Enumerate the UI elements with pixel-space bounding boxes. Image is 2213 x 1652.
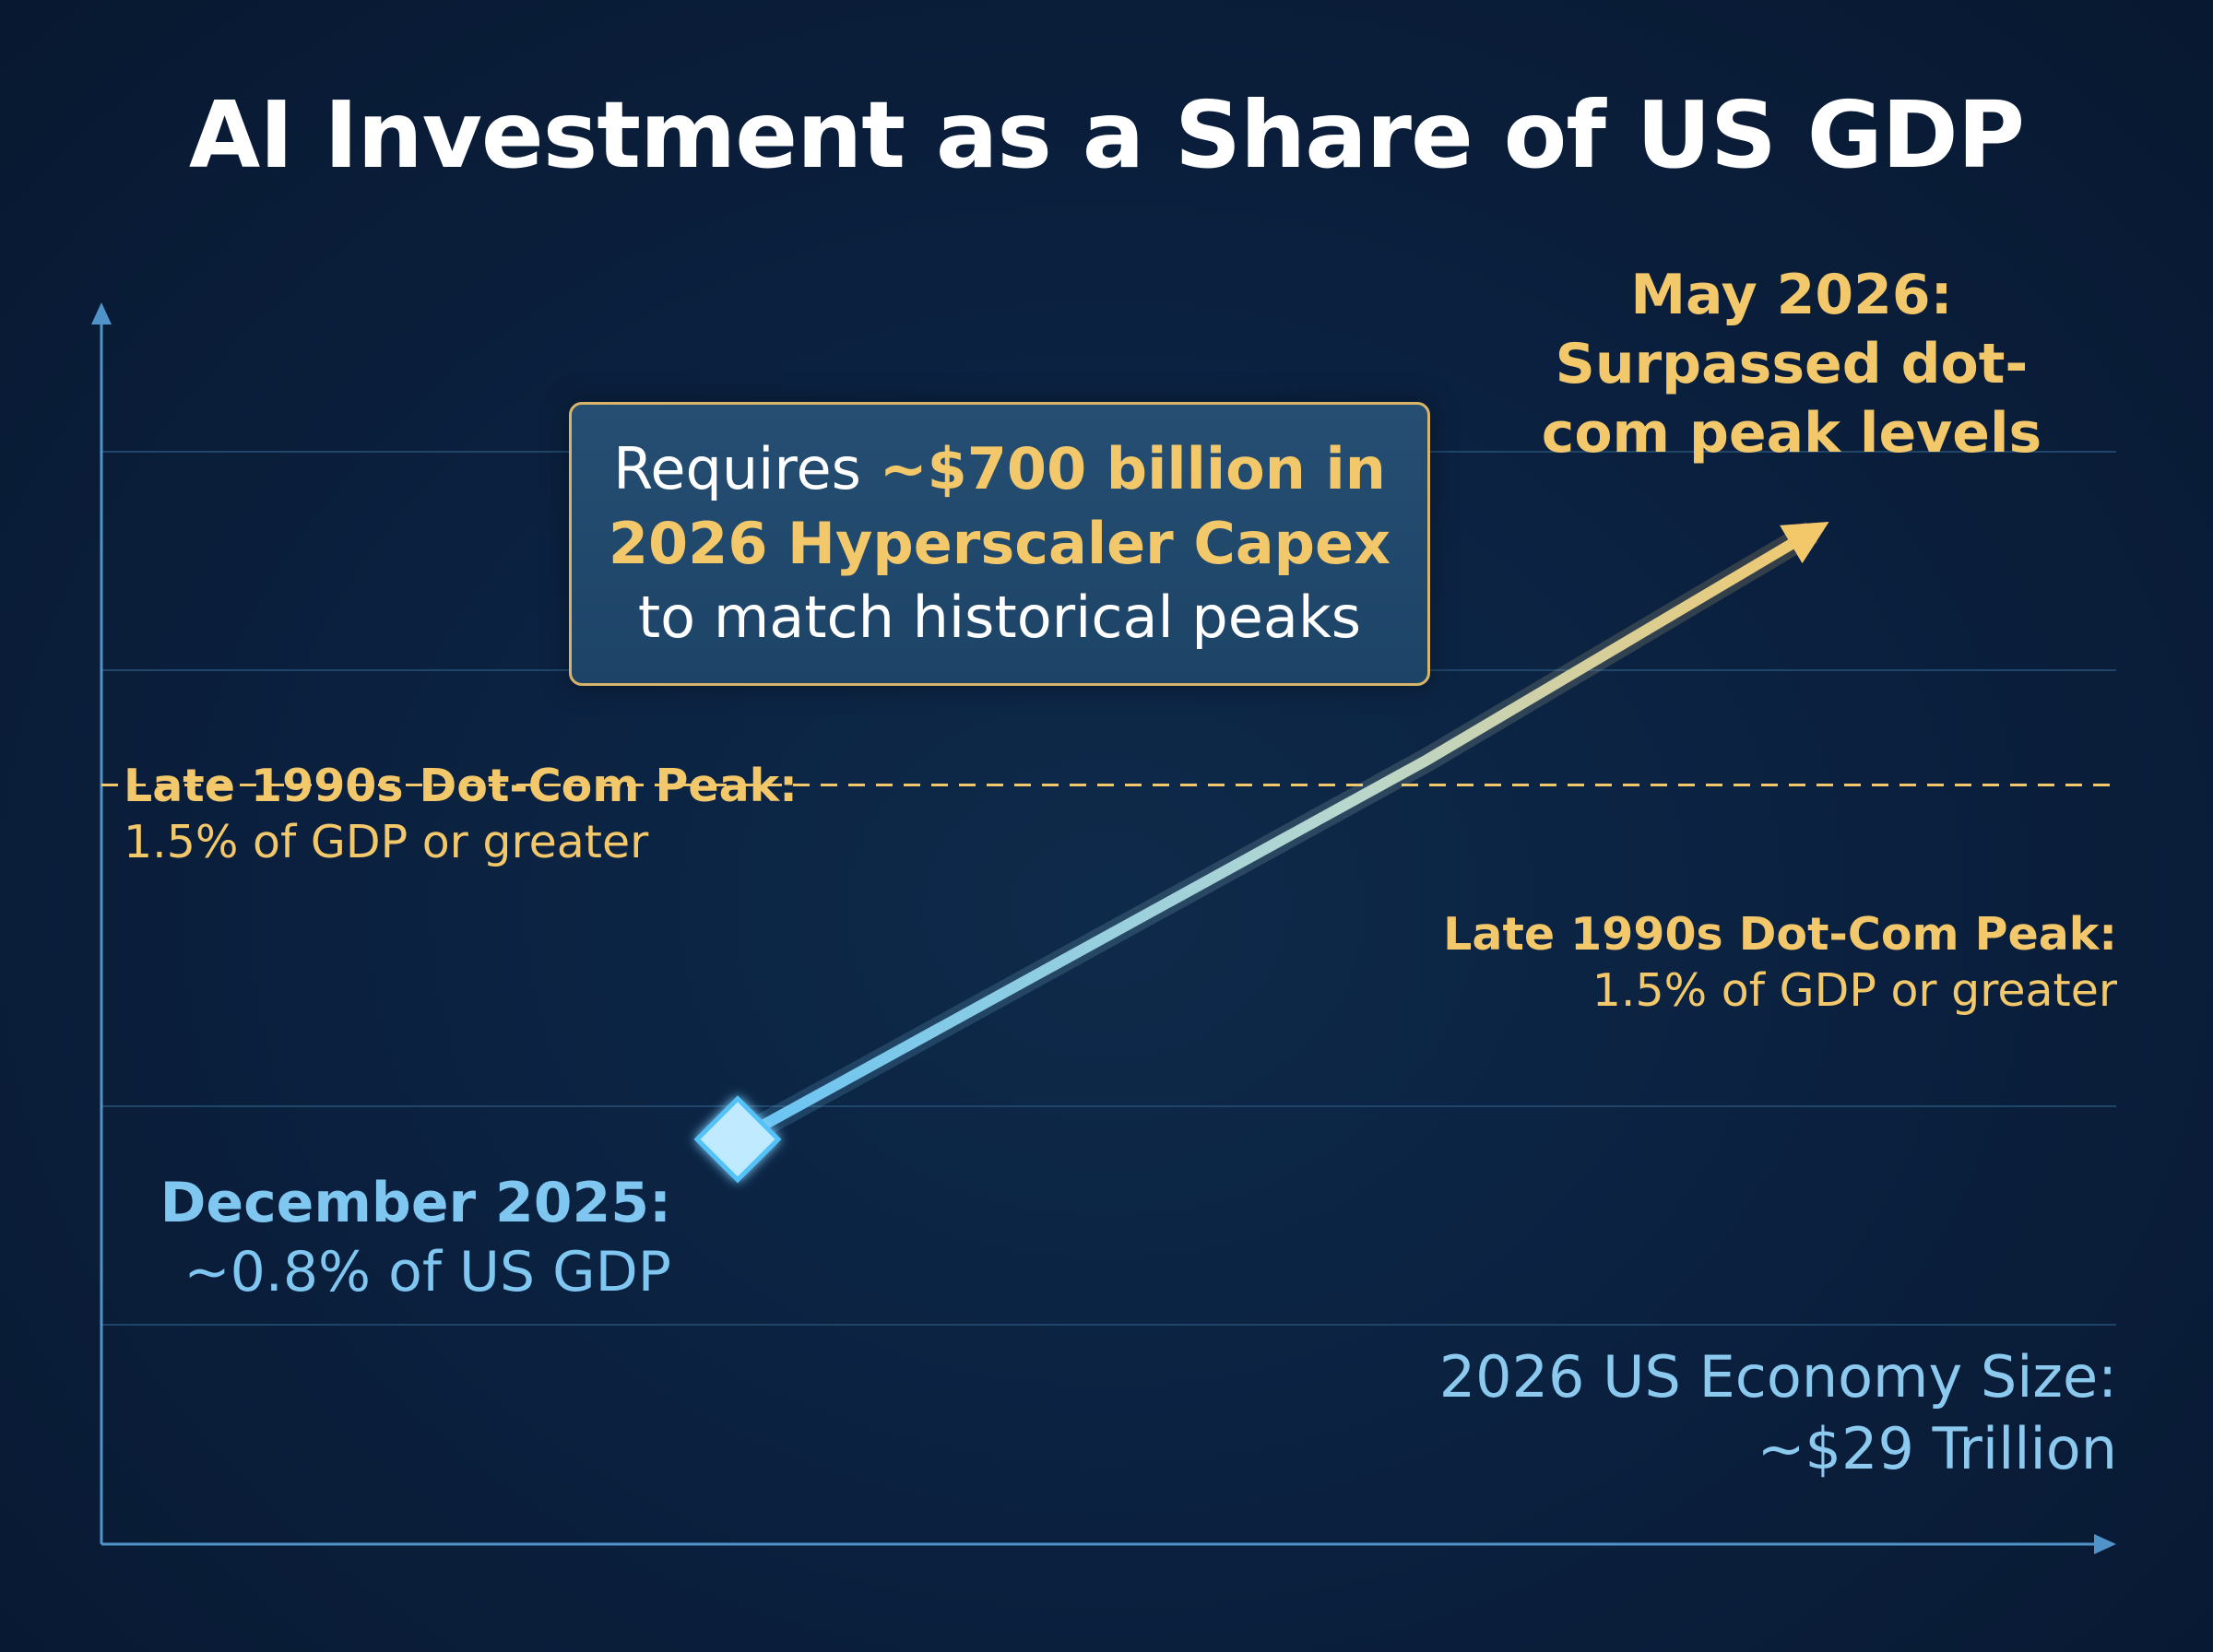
- economy-size-label: 2026 US Economy Size: ~$29 Trillion: [1439, 1341, 2117, 1484]
- y-axis-arrow: [91, 302, 112, 324]
- callout-suffix: to match historical peaks: [637, 584, 1362, 652]
- december-2025-label: December 2025: ~0.8% of US GDP: [160, 1169, 671, 1307]
- economy-size-title: 2026 US Economy Size:: [1438, 1343, 2117, 1410]
- dotcom-peak-title-right: Late 1990s Dot-Com Peak:: [1443, 908, 2117, 961]
- callout-highlight: ~$700 billion in 2026 Hyperscaler Capex: [608, 435, 1391, 577]
- dotcom-peak-label-left: Late 1990s Dot-Com Peak: 1.5% of GDP or …: [124, 758, 798, 871]
- may-2026-title: May 2026:: [1630, 263, 1953, 327]
- may-2026-label: May 2026: Surpassed dot-com peak levels: [1515, 261, 2068, 468]
- may-2026-text: Surpassed dot-com peak levels: [1541, 332, 2042, 466]
- dotcom-peak-value-right: 1.5% of GDP or greater: [1592, 964, 2117, 1018]
- economy-size-value: ~$29 Trillion: [1757, 1414, 2117, 1482]
- callout-text: Requires ~$700 billion in 2026 Hyperscal…: [596, 432, 1403, 655]
- chart-title: AI Investment as a Share of US GDP: [188, 81, 2025, 189]
- dotcom-peak-value-left: 1.5% of GDP or greater: [124, 816, 649, 869]
- capex-callout: Requires ~$700 billion in 2026 Hyperscal…: [569, 402, 1430, 686]
- dotcom-peak-title-left: Late 1990s Dot-Com Peak:: [124, 760, 798, 812]
- december-2025-value: ~0.8% of US GDP: [183, 1240, 671, 1304]
- x-axis-arrow: [2094, 1534, 2116, 1554]
- trend-line: [735, 522, 1829, 1145]
- callout-prefix: Requires: [613, 435, 880, 503]
- dotcom-peak-label-right: Late 1990s Dot-Com Peak: 1.5% of GDP or …: [1443, 906, 2117, 1020]
- data-point-december-2025: [693, 1095, 782, 1184]
- december-2025-title: December 2025:: [160, 1171, 671, 1235]
